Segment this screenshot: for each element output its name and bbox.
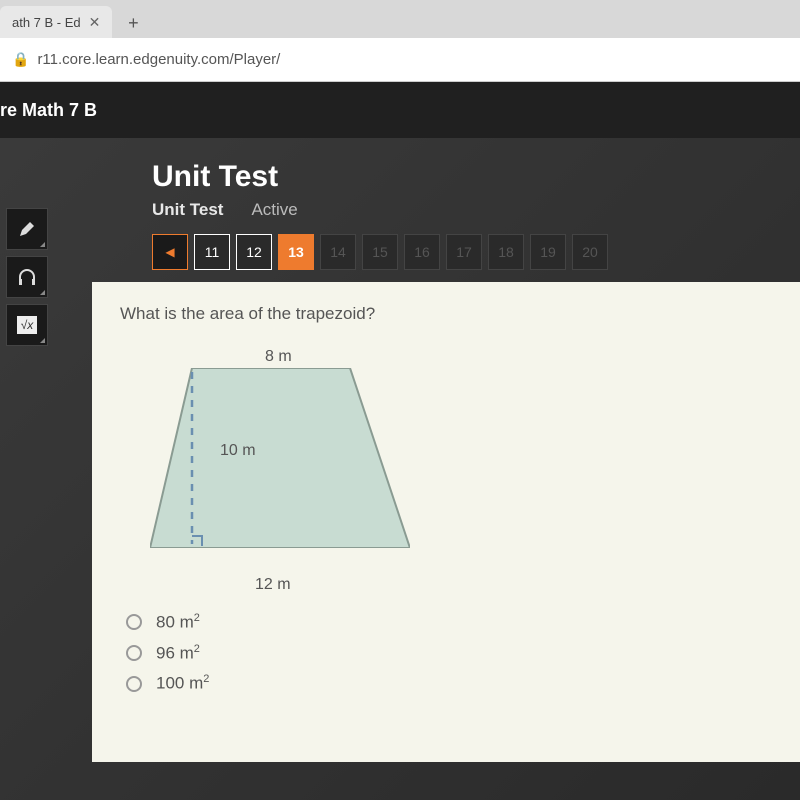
answer-options: 80 m2 96 m2 100 m2 bbox=[120, 612, 772, 694]
answer-label: 80 m2 bbox=[156, 612, 200, 633]
subtitle: Unit Test bbox=[152, 200, 223, 220]
question-prompt: What is the area of the trapezoid? bbox=[120, 304, 772, 324]
nav-item-12[interactable]: 12 bbox=[236, 234, 272, 270]
nav-item-14[interactable]: 14 bbox=[320, 234, 356, 270]
nav-item-19[interactable]: 19 bbox=[530, 234, 566, 270]
trapezoid-figure: 8 m 10 m 12 m bbox=[150, 348, 430, 568]
trapezoid-shape bbox=[150, 368, 410, 548]
url-text[interactable]: r11.core.learn.edgenuity.com/Player/ bbox=[37, 51, 280, 68]
content-area: √x Unit Test Unit Test Active ◀ 11 12 13… bbox=[0, 138, 800, 800]
nav-item-15[interactable]: 15 bbox=[362, 234, 398, 270]
nav-item-13[interactable]: 13 bbox=[278, 234, 314, 270]
new-tab-button[interactable]: + bbox=[118, 8, 148, 38]
close-icon[interactable]: ✕ bbox=[89, 14, 101, 31]
math-tool-button[interactable]: √x bbox=[6, 304, 48, 346]
dimension-height: 10 m bbox=[220, 442, 256, 460]
answer-option-2[interactable]: 96 m2 bbox=[126, 643, 772, 664]
dimension-top: 8 m bbox=[265, 348, 292, 366]
browser-tab[interactable]: ath 7 B - Ed ✕ bbox=[0, 6, 112, 38]
nav-prev-button[interactable]: ◀ bbox=[152, 234, 188, 270]
nav-item-16[interactable]: 16 bbox=[404, 234, 440, 270]
radio-icon bbox=[126, 645, 142, 661]
sqrt-icon: √x bbox=[17, 316, 38, 334]
title-section: Unit Test Unit Test Active bbox=[152, 138, 800, 234]
nav-item-18[interactable]: 18 bbox=[488, 234, 524, 270]
radio-icon bbox=[126, 614, 142, 630]
main-content: Unit Test Unit Test Active ◀ 11 12 13 14… bbox=[52, 138, 800, 800]
course-header: re Math 7 B bbox=[0, 82, 800, 138]
question-panel: What is the area of the trapezoid? 8 m 1… bbox=[92, 282, 800, 762]
question-nav: ◀ 11 12 13 14 15 16 17 18 19 20 bbox=[152, 234, 800, 270]
address-bar: 🔒 r11.core.learn.edgenuity.com/Player/ bbox=[0, 38, 800, 82]
nav-item-20[interactable]: 20 bbox=[572, 234, 608, 270]
dimension-bottom: 12 m bbox=[255, 576, 291, 594]
audio-tool-button[interactable] bbox=[6, 256, 48, 298]
browser-tab-bar: ath 7 B - Ed ✕ + bbox=[0, 0, 800, 38]
nav-item-17[interactable]: 17 bbox=[446, 234, 482, 270]
status-label: Active bbox=[251, 200, 297, 220]
radio-icon bbox=[126, 676, 142, 692]
headphones-icon bbox=[16, 266, 38, 288]
answer-label: 100 m2 bbox=[156, 673, 209, 694]
tab-title: ath 7 B - Ed bbox=[12, 15, 81, 30]
lock-icon: 🔒 bbox=[12, 51, 29, 68]
answer-label: 96 m2 bbox=[156, 643, 200, 664]
tool-sidebar: √x bbox=[0, 138, 52, 800]
page-title: Unit Test bbox=[152, 160, 800, 194]
course-name: re Math 7 B bbox=[0, 100, 97, 121]
nav-item-11[interactable]: 11 bbox=[194, 234, 230, 270]
answer-option-1[interactable]: 80 m2 bbox=[126, 612, 772, 633]
pencil-icon bbox=[17, 219, 37, 239]
pencil-tool-button[interactable] bbox=[6, 208, 48, 250]
answer-option-3[interactable]: 100 m2 bbox=[126, 673, 772, 694]
